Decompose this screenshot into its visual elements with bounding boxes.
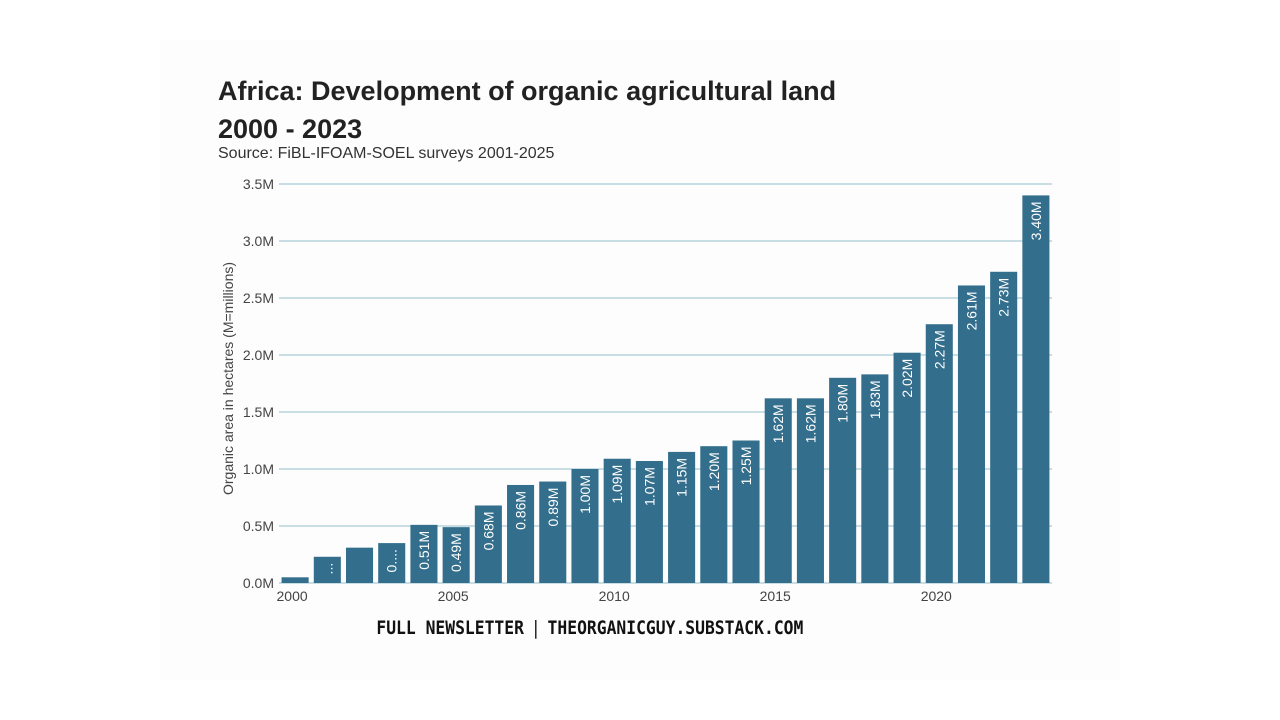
bar-2020 — [925, 324, 953, 583]
footer-url[interactable]: THEORGANICGUY.SUBSTACK.COM — [547, 617, 804, 639]
chart-title-line-1: Africa: Development of organic agricultu… — [218, 76, 837, 106]
x-tick-label: 2000 — [277, 588, 308, 604]
footer-separator: | — [530, 617, 541, 639]
bar-2002 — [345, 547, 374, 583]
y-tick-label: 1.0M — [243, 461, 274, 477]
y-tick-label: 1.5M — [243, 404, 274, 420]
bar-2003 — [378, 543, 406, 583]
y-tick-label: 0.0M — [243, 575, 274, 591]
bar-label-2021: 2.61M — [963, 291, 979, 330]
bar-label-2006: 0.68M — [480, 511, 496, 550]
bar-label-2023: 3.40M — [1028, 201, 1044, 240]
x-tick-label: 2020 — [921, 588, 952, 604]
bar-label-2007: 0.86M — [513, 491, 529, 530]
bar-2004 — [410, 524, 438, 583]
bar-2021 — [957, 285, 986, 583]
bar-label-2016: 1.62M — [802, 404, 818, 443]
bar-2023 — [1022, 195, 1050, 583]
bar-label-2003: 0.... — [384, 549, 400, 572]
chart-subtitle: Source: FiBL-IFOAM-SOEL surveys 2001-202… — [218, 145, 555, 162]
y-tick-label: 2.5M — [243, 290, 274, 306]
bar-2006 — [474, 505, 502, 583]
chart-title: Africa: Development of organic agricultu… — [218, 72, 836, 148]
bar-2019 — [893, 352, 921, 583]
bar-label-2022: 2.73M — [996, 278, 1012, 317]
y-tick-label: 3.5M — [243, 176, 274, 192]
y-tick-label: 3.0M — [243, 233, 274, 249]
bar-label-2004: 0.51M — [416, 531, 432, 570]
bar-2008 — [539, 481, 567, 583]
bar-label-2014: 1.25M — [738, 447, 754, 486]
bar-2018 — [861, 374, 889, 583]
bar-2016 — [796, 398, 824, 583]
y-tick-label: 2.0M — [243, 347, 274, 363]
bar-label-2015: 1.62M — [770, 404, 786, 443]
bar-2012 — [668, 451, 696, 583]
x-tick-label: 2010 — [599, 588, 630, 604]
bar-2017 — [829, 377, 857, 583]
bar-2013 — [700, 446, 728, 583]
x-tick-label: 2005 — [438, 588, 469, 604]
bar-label-2019: 2.02M — [899, 359, 915, 398]
bar-2009 — [571, 469, 599, 583]
footer-label: FULL NEWSLETTER — [376, 617, 524, 639]
bar-label-2011: 1.07M — [641, 467, 657, 506]
bar-label-2010: 1.09M — [609, 465, 625, 504]
bar-label-2018: 1.83M — [867, 380, 883, 419]
bar-label-2020: 2.27M — [931, 330, 947, 369]
chart-title-line-2: 2000 - 2023 — [218, 114, 363, 144]
bar-2010 — [603, 458, 631, 583]
bar-label-2013: 1.20M — [706, 452, 722, 491]
bar-label-2005: 0.49M — [448, 533, 464, 572]
bar-label-2017: 1.80M — [835, 384, 851, 423]
bar-label-2009: 1.00M — [577, 475, 593, 514]
bar-label-2012: 1.15M — [674, 458, 690, 497]
bar-2007 — [507, 484, 535, 583]
bar-2001 — [313, 556, 341, 583]
bar-label-2001: ... — [319, 563, 335, 575]
x-tick-label: 2015 — [760, 588, 791, 604]
y-axis-title: Organic area in hectares (M=millions) — [220, 262, 236, 495]
newsletter-footer: FULL NEWSLETTER | THEORGANICGUY.SUBSTACK.C… — [82, 617, 1097, 639]
bar-2022 — [990, 271, 1018, 583]
bar-2011 — [635, 461, 663, 583]
y-tick-label: 0.5M — [243, 518, 274, 534]
bar-2005 — [442, 527, 470, 583]
bar-label-2008: 0.89M — [545, 488, 561, 527]
bar-2015 — [764, 398, 792, 583]
bar-2000 — [281, 577, 309, 583]
bar-2014 — [732, 440, 760, 583]
